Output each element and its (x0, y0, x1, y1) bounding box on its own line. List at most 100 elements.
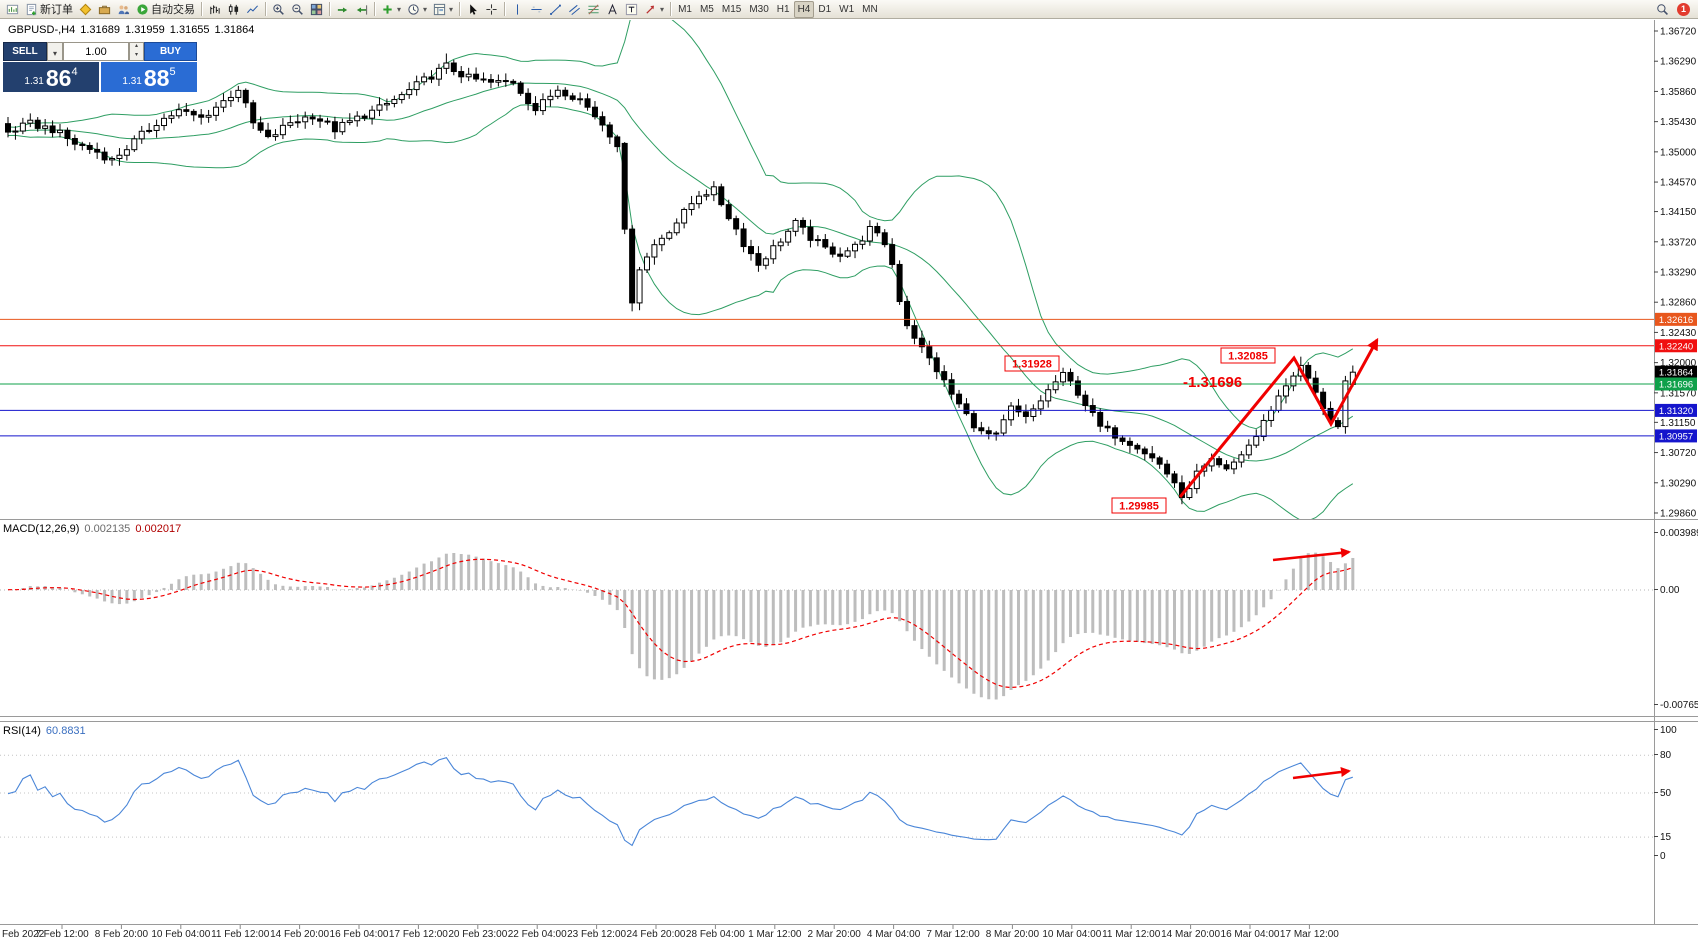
time-axis-label: 14 Mar 20:00 (1161, 929, 1220, 940)
tf-d1-button[interactable]: D1 (814, 1, 835, 18)
auto-scroll-button[interactable] (333, 1, 352, 18)
trendline-tool-button[interactable] (546, 1, 565, 18)
ohlc-high: 1.31959 (125, 24, 165, 36)
tf-m30-button[interactable]: M30 (745, 1, 772, 18)
notifications-badge[interactable]: 1 (1677, 2, 1690, 16)
volume-stepper[interactable] (129, 42, 144, 61)
time-axis-label: 17 Feb 12:00 (389, 929, 448, 940)
new-order-label: 新订单 (40, 4, 73, 16)
vertical-line-tool-button[interactable] (508, 1, 527, 18)
order-form-icon (25, 3, 38, 16)
ohlc-open: 1.31689 (80, 24, 121, 36)
bars-icon (208, 3, 221, 16)
tf-h1-label: H1 (776, 3, 790, 15)
toolbar-separator (504, 2, 506, 16)
template-icon (433, 3, 446, 16)
text-tool-button[interactable] (603, 1, 622, 18)
time-axis-label: 8 Mar 20:00 (986, 929, 1040, 940)
price-tick-label: 1.36290 (1660, 57, 1697, 68)
macd-trend-arrow[interactable] (1272, 547, 1351, 562)
hline-icon (530, 3, 543, 16)
dropdown-caret-icon: ▾ (397, 4, 402, 14)
tf-h4-button[interactable]: H4 (793, 0, 815, 18)
search-button[interactable] (1653, 1, 1672, 18)
annotation-price-box[interactable] (1220, 347, 1276, 364)
sell-price-panel[interactable]: 1.31 86 4 (3, 62, 99, 92)
fibonacci-tool-button[interactable] (584, 1, 603, 18)
arrows-tool-button[interactable]: ▾ (641, 1, 667, 18)
sell-button[interactable]: SELL (3, 42, 47, 61)
toolbar: 新订单 自动交易 ▾ ▾ ▾ ▾ M1 M5 M15 M30 H1 H4 D1 W1 MN 1 (0, 0, 1698, 19)
buy-button[interactable]: BUY (144, 42, 197, 61)
price-tick-label: 1.31570 (1660, 388, 1697, 399)
autotrading-button[interactable]: 自动交易 (133, 1, 198, 18)
macd-main-value: 0.002135 (84, 523, 131, 535)
zoom-in-button[interactable] (269, 1, 288, 18)
zoom-out-button[interactable] (288, 1, 307, 18)
annotation-price-box[interactable] (1004, 355, 1060, 372)
indicators-button[interactable]: ▾ (378, 1, 404, 18)
time-axis-label: 14 Feb 20:00 (270, 929, 329, 940)
volume-input[interactable] (63, 42, 129, 61)
price-axis-badge-label: 1.31696 (1659, 379, 1693, 390)
cursor-tool-button[interactable] (463, 1, 482, 18)
tf-mn-button[interactable]: MN (858, 1, 882, 18)
time-axis-label: 23 Feb 12:00 (567, 929, 626, 940)
tf-m15-label: M15 (721, 3, 742, 15)
magnifier-icon (1656, 3, 1669, 16)
volume-dropdown[interactable] (47, 42, 63, 61)
rsi-trend-arrow[interactable] (1292, 767, 1351, 780)
trend-arrow-zigzag[interactable] (1178, 337, 1379, 498)
macd-title: MACD(12,26,9) 0.002135 0.002017 (3, 523, 186, 535)
label-tool-button[interactable] (622, 1, 641, 18)
bar-chart-button[interactable] (205, 1, 224, 18)
tf-m15-button[interactable]: M15 (718, 1, 745, 18)
price-axis-badge-label: 1.32240 (1659, 341, 1693, 352)
price-tick-label: 1.33720 (1660, 237, 1697, 248)
price-tick-label: 1.32000 (1660, 358, 1697, 369)
annotation-price-text: 1.31928 (1012, 359, 1052, 371)
signals-button[interactable] (114, 1, 133, 18)
price-tick-label: 1.29860 (1660, 508, 1697, 519)
channel-tool-button[interactable] (565, 1, 584, 18)
time-axis-label: 7 Feb 12:00 (35, 929, 89, 940)
vline-icon (511, 3, 524, 16)
toolbar-right-group: 1 (1653, 1, 1695, 18)
dropdown-caret-icon: ▾ (449, 4, 454, 14)
tf-h1-button[interactable]: H1 (773, 1, 794, 18)
crosshair-tool-button[interactable] (482, 1, 501, 18)
buy-price-panel[interactable]: 1.31 88 5 (101, 62, 197, 92)
chart-shift-button[interactable] (352, 1, 371, 18)
tf-m30-label: M30 (749, 3, 769, 15)
toolbar-separator (329, 2, 330, 16)
periods-button[interactable]: ▾ (404, 1, 430, 18)
toolbar-separator (374, 2, 375, 16)
data-window-button[interactable] (95, 1, 114, 18)
tile-windows-button[interactable] (307, 1, 326, 18)
auto-scroll-icon (336, 3, 349, 16)
tline-icon (549, 3, 562, 16)
time-axis-label: 10 Feb 04:00 (151, 929, 210, 940)
annotation-big-price-label[interactable]: -1.31696 (1183, 374, 1242, 391)
stepper-up-icon[interactable] (130, 43, 143, 52)
cursor-icon (466, 3, 479, 16)
tf-mn-label: MN (862, 3, 878, 15)
price-tick-label: 1.30720 (1660, 448, 1697, 459)
new-order-button[interactable]: 新订单 (22, 1, 76, 18)
stepper-down-icon[interactable] (130, 52, 143, 61)
horizontal-line-tool-button[interactable] (527, 1, 546, 18)
line-chart-button[interactable] (243, 1, 262, 18)
annotation-price-box[interactable] (1111, 497, 1167, 514)
toolbar-separator (201, 2, 202, 16)
mql5-community-button[interactable] (76, 1, 95, 18)
tf-m5-button[interactable]: M5 (696, 1, 718, 18)
templates-button[interactable]: ▾ (430, 1, 456, 18)
candle-chart-button[interactable] (224, 1, 243, 18)
tf-d1-label: D1 (818, 3, 832, 15)
time-axis-label: 1 Mar 12:00 (748, 929, 802, 940)
new-chart-button[interactable] (3, 1, 22, 18)
tf-w1-button[interactable]: W1 (835, 1, 858, 18)
tf-m1-button[interactable]: M1 (674, 1, 696, 18)
